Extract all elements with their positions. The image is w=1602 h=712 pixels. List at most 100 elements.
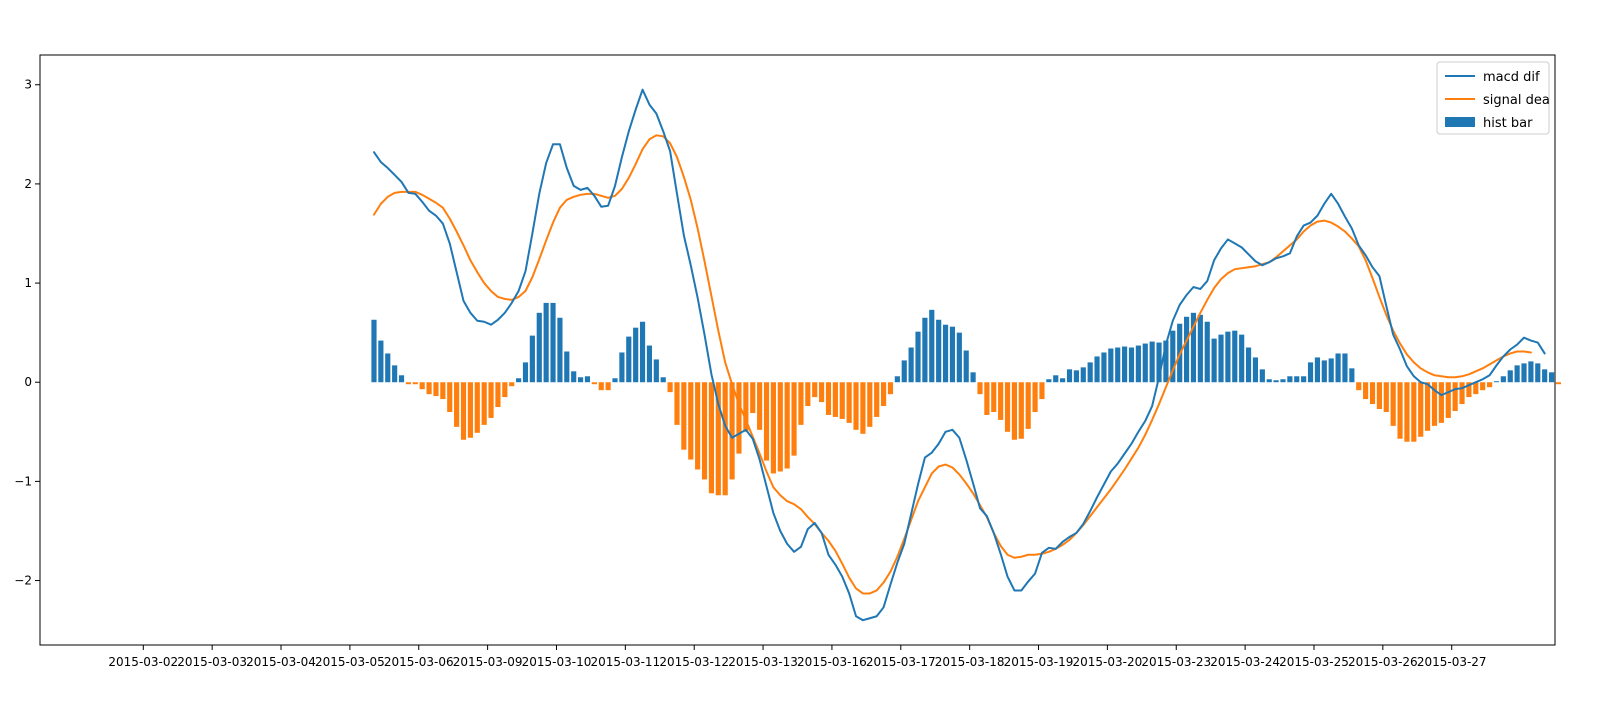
- hist-bar: [433, 382, 439, 397]
- y-axis: −2 −1 0 1 2 3: [14, 78, 40, 588]
- hist-bar: [1032, 382, 1038, 412]
- hist-bar: [1369, 382, 1376, 405]
- hist-bar: [1259, 369, 1265, 383]
- hist-bar: [1507, 370, 1513, 383]
- hist-bar: [867, 382, 873, 427]
- x-tick-label: 2015-03-04: [246, 655, 316, 669]
- x-tick-label: 2015-03-09: [453, 655, 523, 669]
- hist-bar: [646, 345, 653, 383]
- hist-bar: [1287, 376, 1293, 383]
- hist-bar: [557, 317, 563, 383]
- hist-bar: [440, 382, 446, 400]
- hist-bar: [1149, 341, 1155, 383]
- x-tick-label: 2015-03-24: [1210, 655, 1280, 669]
- y-tick-label: 1: [24, 276, 32, 290]
- legend-box: [1436, 61, 1550, 135]
- hist-bar: [1548, 372, 1555, 383]
- hist-bar: [1404, 382, 1410, 442]
- x-tick-label: 2015-03-10: [522, 655, 592, 669]
- hist-bar: [454, 382, 460, 427]
- hist-bar: [1314, 357, 1320, 383]
- hist-bar: [591, 382, 597, 385]
- hist-bar: [1053, 375, 1059, 383]
- hist-bar: [639, 321, 646, 383]
- hist-bar: [578, 377, 584, 383]
- hist-bar: [901, 360, 907, 383]
- x-tick-label: 2015-03-02: [108, 655, 178, 669]
- hist-bar: [1411, 382, 1417, 442]
- hist-bar: [1480, 382, 1486, 391]
- hist-bar: [825, 382, 832, 415]
- hist-bar: [915, 331, 921, 383]
- hist-bar: [1321, 360, 1327, 383]
- hist-bar: [922, 317, 928, 383]
- hist-bar: [543, 302, 549, 383]
- hist-bar: [681, 382, 687, 450]
- hist-bar: [1190, 312, 1197, 383]
- hist-bar: [1184, 316, 1190, 383]
- hist-bar: [1555, 382, 1562, 385]
- hist-bar: [571, 371, 577, 383]
- y-tick-label: 3: [24, 78, 32, 92]
- hist-bar: [447, 382, 453, 412]
- hist-bar: [936, 319, 942, 383]
- hist-bar: [715, 382, 721, 496]
- hist-bar: [1266, 379, 1272, 383]
- hist-bar: [378, 340, 384, 383]
- hist-bar: [970, 372, 976, 383]
- series-lines: [372, 88, 1546, 622]
- hist-bar: [1170, 330, 1176, 383]
- hist-bar: [887, 382, 894, 395]
- hist-bar: [812, 382, 818, 398]
- hist-bar: [1328, 358, 1334, 383]
- hist-bar: [1349, 368, 1355, 383]
- x-tick-label: 2015-03-11: [590, 655, 660, 669]
- hist-bar: [1060, 378, 1066, 383]
- signal-dea-line: [372, 134, 1532, 595]
- hist-bar: [1431, 382, 1438, 426]
- hist-bar: [1438, 382, 1444, 423]
- hist-bar: [1473, 382, 1479, 395]
- hist-bar: [881, 382, 887, 407]
- x-tick-label: 2015-03-25: [1279, 655, 1349, 669]
- hist-bar: [412, 382, 418, 385]
- hist-bar: [791, 382, 797, 456]
- hist-bar: [777, 382, 783, 472]
- hist-bar: [392, 365, 398, 383]
- hist-bar: [1356, 382, 1362, 391]
- hist-bar: [419, 382, 425, 390]
- hist-bar: [1232, 330, 1238, 383]
- x-tick-label: 2015-03-17: [866, 655, 936, 669]
- hist-bar: [1425, 382, 1431, 431]
- hist-bar: [1004, 382, 1011, 432]
- hist-bar: [1535, 363, 1541, 383]
- hist-bar: [653, 359, 659, 383]
- macd-dif-line: [372, 88, 1546, 622]
- hist-bar: [1335, 353, 1341, 383]
- hist-bar: [743, 382, 749, 432]
- hist-bar: [426, 382, 432, 395]
- hist-bar: [1197, 314, 1203, 383]
- hist-bar: [874, 382, 880, 417]
- y-tick-label: 2: [24, 177, 32, 191]
- hist-bar: [819, 382, 825, 403]
- hist-bar: [481, 382, 487, 425]
- hist-bar: [522, 362, 529, 383]
- y-tick-label: −2: [14, 574, 32, 588]
- hist-bar: [991, 382, 997, 412]
- hist-bar: [405, 382, 411, 385]
- hist-bar: [1418, 382, 1424, 437]
- hist-bar: [798, 382, 804, 425]
- hist-bar: [1239, 334, 1245, 383]
- hist-bar: [1128, 347, 1135, 383]
- x-tick-label: 2015-03-13: [728, 655, 798, 669]
- hist-bar: [853, 382, 859, 430]
- hist-bar: [1390, 382, 1396, 426]
- hist-bar: [1280, 379, 1286, 383]
- hist-bar: [846, 382, 852, 423]
- hist-bar: [1252, 357, 1259, 383]
- hist-bar: [956, 332, 962, 383]
- hist-bar: [688, 382, 694, 460]
- hist-bar: [398, 375, 405, 383]
